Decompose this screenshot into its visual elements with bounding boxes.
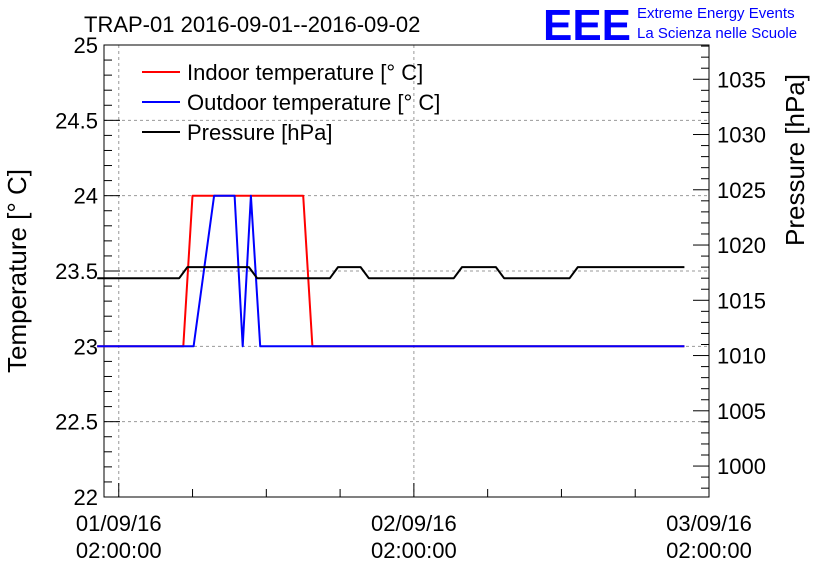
logo-line2: La Scienza nelle Scuole <box>637 25 797 42</box>
eee-logo: EEE Extreme Energy Events La Scienza nel… <box>543 1 797 50</box>
y-tick-label-right: 1010 <box>717 344 766 369</box>
axis-layer: 22 22.5 23 23.5 24 24.5 25 1000 1005 1010 1015 1020… <box>55 33 766 563</box>
chart-title: TRAP-01 2016-09-01--2016-09-02 <box>84 12 420 37</box>
y-tick-label-left: 22.5 <box>55 410 98 435</box>
logo-line1: Extreme Energy Events <box>637 5 795 22</box>
y-tick-label-right: 1035 <box>717 67 766 92</box>
y-tick-label-left: 23.5 <box>55 259 98 284</box>
y-tick-label-left: 24 <box>74 184 98 209</box>
y-axis-title-left: Temperature [° C] <box>2 169 32 373</box>
y-tick-label-left: 23 <box>74 334 98 359</box>
y-tick-label-left: 22 <box>74 485 98 510</box>
y-axis-title-right: Pressure [hPa] <box>780 74 810 246</box>
legend-label-outdoor: Outdoor temperature [° C] <box>187 90 440 115</box>
y-tick-label-left: 24.5 <box>55 108 98 133</box>
x-tick-label-date: 02/09/16 <box>371 511 457 536</box>
legend-label-pressure: Pressure [hPa] <box>187 120 333 145</box>
x-tick-label-date: 03/09/16 <box>666 511 752 536</box>
y-tick-label-left: 25 <box>74 33 98 58</box>
legend: Indoor temperature [° C] Outdoor tempera… <box>142 60 440 145</box>
series-layer <box>97 194 685 348</box>
y-tick-label-right: 1020 <box>717 233 766 258</box>
y-tick-label-right: 1015 <box>717 288 766 313</box>
x-tick-label-time: 02:00:00 <box>76 538 162 563</box>
series-line-pressure <box>97 266 685 280</box>
x-tick-label-time: 02:00:00 <box>666 538 752 563</box>
y-tick-label-right: 1005 <box>717 399 766 424</box>
y-tick-label-right: 1025 <box>717 178 766 203</box>
y-tick-label-right: 1000 <box>717 454 766 479</box>
legend-label-indoor: Indoor temperature [° C] <box>187 60 423 85</box>
x-tick-label-date: 01/09/16 <box>76 511 162 536</box>
logo-mark: EEE <box>543 1 631 50</box>
series-line-outdoor-temperature <box>97 194 685 348</box>
x-tick-label-time: 02:00:00 <box>371 538 457 563</box>
y-tick-label-right: 1030 <box>717 123 766 148</box>
